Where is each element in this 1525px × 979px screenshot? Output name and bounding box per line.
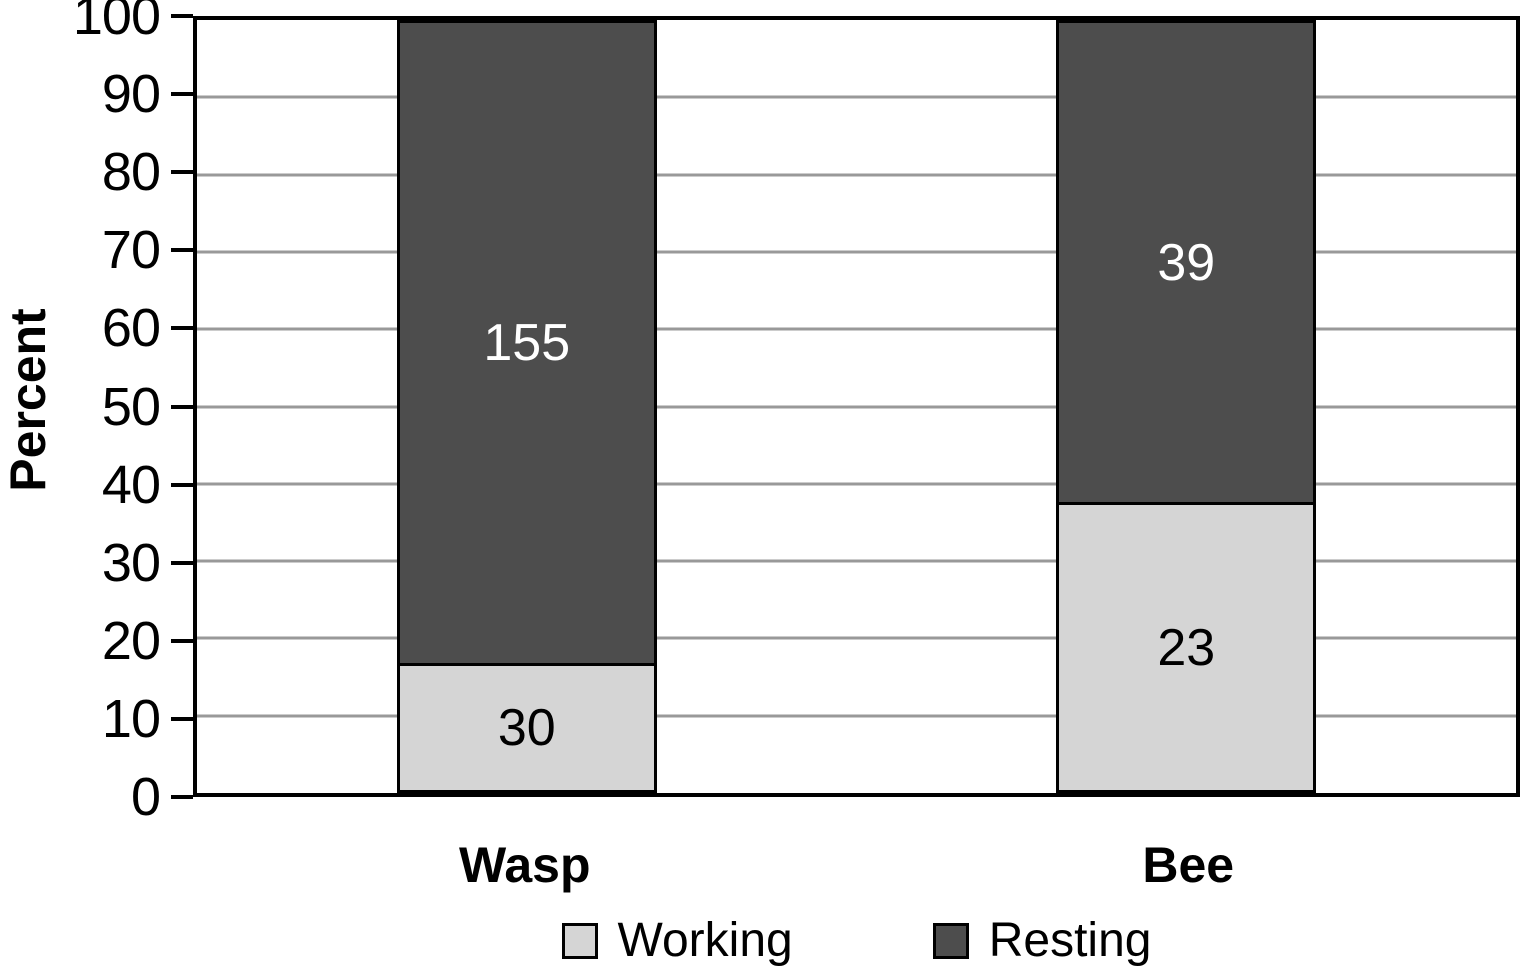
y-tick-label-60: 60 xyxy=(101,298,161,359)
y-tick-20 xyxy=(171,638,193,643)
y-tick-10 xyxy=(171,716,193,721)
y-tick-label-40: 40 xyxy=(101,454,161,515)
y-tick-100 xyxy=(171,14,193,18)
legend-item-resting: Resting xyxy=(932,914,1152,967)
x-label-bee: Bee xyxy=(1142,837,1235,893)
y-tick-label-80: 80 xyxy=(101,142,161,203)
y-tick-label-20: 20 xyxy=(101,610,161,671)
segment-value-wasp-resting: 155 xyxy=(483,313,571,372)
legend: Working Resting xyxy=(193,908,1520,974)
gridline-20 xyxy=(197,636,1516,640)
y-tick-80 xyxy=(171,170,193,175)
bar-wasp: 155 30 xyxy=(396,20,657,793)
y-tick-label-50: 50 xyxy=(101,376,161,437)
segment-value-bee-resting: 39 xyxy=(1157,233,1216,292)
segment-value-bee-working: 23 xyxy=(1157,618,1216,677)
y-tick-60 xyxy=(171,326,193,331)
y-tick-label-90: 90 xyxy=(101,64,161,125)
y-tick-90 xyxy=(171,92,193,97)
x-axis-labels: Wasp Bee xyxy=(193,836,1520,900)
gridline-80 xyxy=(197,173,1516,177)
y-tick-0 xyxy=(171,795,193,799)
gridline-60 xyxy=(197,327,1516,331)
gridline-10 xyxy=(197,714,1516,718)
y-tick-label-70: 70 xyxy=(101,220,161,281)
y-tick-40 xyxy=(171,482,193,487)
segment-value-wasp-working: 30 xyxy=(497,698,556,757)
x-label-wasp: Wasp xyxy=(459,837,591,893)
y-tick-label-0: 0 xyxy=(130,767,161,827)
legend-swatch-resting xyxy=(932,923,969,959)
legend-swatch-working xyxy=(561,923,598,959)
legend-label-resting: Resting xyxy=(988,914,1152,967)
y-tick-50 xyxy=(171,404,193,409)
legend-item-working: Working xyxy=(561,914,793,967)
segment-wasp-working: 30 xyxy=(399,665,654,790)
segment-wasp-resting: 155 xyxy=(399,23,654,666)
y-axis: 0 10 20 30 40 50 60 70 80 90 100 xyxy=(0,0,193,824)
legend-label-working: Working xyxy=(617,914,793,967)
gridline-50 xyxy=(197,405,1516,408)
plot-area: 155 30 39 23 xyxy=(193,16,1520,797)
gridline-30 xyxy=(197,559,1516,563)
gridline-40 xyxy=(197,482,1516,486)
gridline-70 xyxy=(197,250,1516,254)
y-tick-label-10: 10 xyxy=(101,688,161,749)
segment-bee-working: 23 xyxy=(1059,505,1314,790)
bar-bee: 39 23 xyxy=(1056,20,1317,793)
y-tick-label-30: 30 xyxy=(101,532,161,593)
y-tick-label-100: 100 xyxy=(72,0,161,46)
y-tick-70 xyxy=(171,248,193,253)
y-tick-30 xyxy=(171,560,193,565)
segment-bee-resting: 39 xyxy=(1059,23,1314,506)
gridline-90 xyxy=(197,95,1516,99)
